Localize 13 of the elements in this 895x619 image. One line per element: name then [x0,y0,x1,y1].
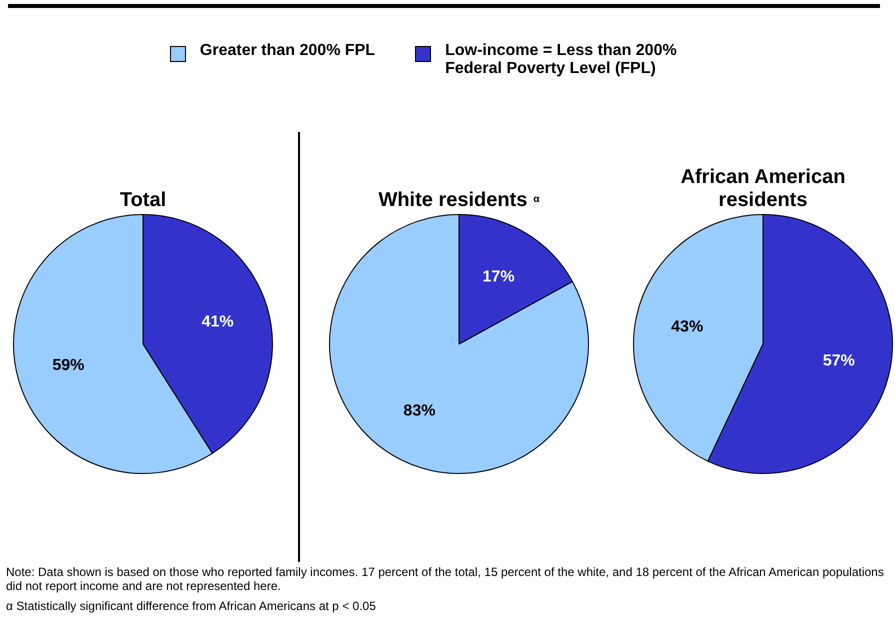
chart-title: African American residents [680,166,846,212]
legend-label: Low-income = Less than 200% Federal Poverty Level (FPL) [445,42,678,78]
data-label: 17% [482,268,515,286]
text: Note: Data shown is based on those who reported family incomes. 17 percent of the total, 15 percent of the white, and 18 percent of the African American populations did not report income and are not represented here. [6,565,885,593]
text: α Statistically significant difference from African Americans at p < 0.05 [6,599,377,613]
legend-label: Greater than 200% FPL [200,42,376,60]
chart-title: White residents$^{α}$ [378,189,540,212]
data-label: 83% [403,402,436,420]
data-label: 57% [822,352,855,370]
text: Total [120,189,166,212]
data-label: 43% [671,318,704,336]
data-label: 59% [52,357,84,374]
data-label: 41% [202,314,234,331]
